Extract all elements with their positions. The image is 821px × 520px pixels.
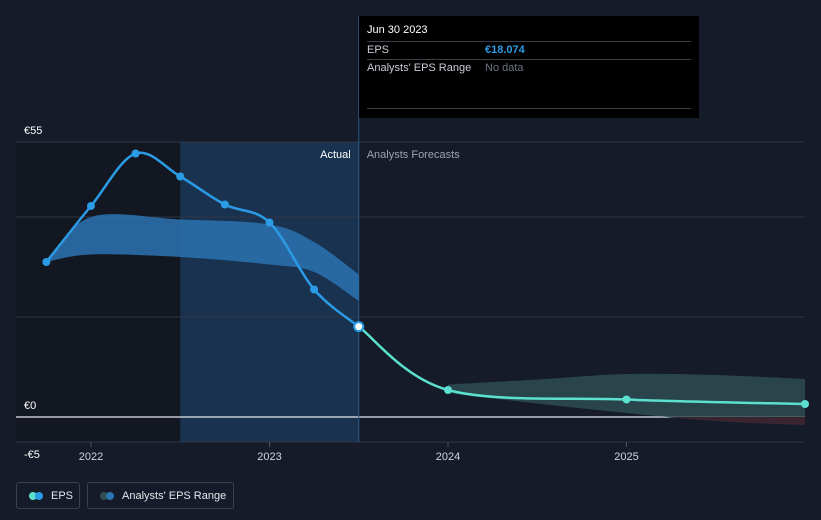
eps-point [220,200,229,209]
x-tick-label: 2022 [79,451,103,463]
tooltip-eps-value: €18.074 [485,44,525,56]
eps-legend-icon [29,491,43,500]
eps-forecast-point [801,400,809,408]
eps-chart: €55 €0 -€5 2022 2023 2024 2025 Actual Analysts F… [16,16,809,463]
eps-point [265,218,274,227]
y-tick-label: -€5 [24,449,40,461]
y-tick-label: €55 [24,125,42,137]
tooltip-eps-label: EPS [367,44,390,56]
eps-forecast-point [443,386,452,394]
tooltip: Jun 30 2023 EPS €18.074 Analysts' EPS Ra… [359,16,699,118]
legend-eps-label: EPS [51,489,74,502]
tooltip-range-value: No data [485,62,524,74]
eps-point [176,172,185,181]
eps-point [42,258,51,266]
y-tick-label: €0 [24,400,36,412]
tooltip-eps-row: EPS €18.074 [367,41,691,59]
legend-eps-button[interactable]: EPS [16,482,80,509]
eps-line-forecast [357,325,807,406]
legend-range-button[interactable]: Analysts' EPS Range [87,482,234,509]
forecast-label: Analysts Forecasts [367,149,460,161]
tooltip-range-label: Analysts' EPS Range [367,62,472,74]
tooltip-date: Jun 30 2023 [367,24,428,36]
tooltip-range-row: Analysts' EPS Range No data [367,59,691,77]
actual-label: Actual [320,149,351,161]
legend-range-label: Analysts' EPS Range [122,489,227,502]
highlight-band [180,142,359,442]
eps-forecast-point [622,395,631,404]
range-area-negative [667,417,805,425]
x-tick-label: 2025 [614,451,638,463]
eps-point [86,202,95,210]
eps-point [131,149,140,158]
x-tick-label: 2023 [257,451,281,463]
range-legend-icon [100,491,114,500]
tooltip-divider [367,108,691,109]
eps-current-point [353,321,365,333]
eps-point [310,285,319,294]
x-tick-label: 2024 [436,451,460,463]
past-region-shade [16,142,181,442]
